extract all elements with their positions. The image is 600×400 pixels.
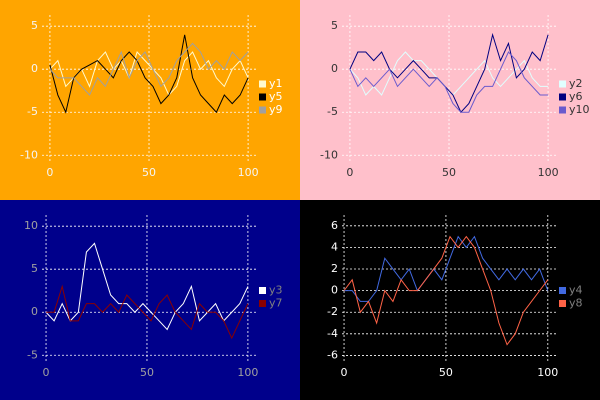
y-tick-label: -5 <box>27 348 38 361</box>
legend-swatch <box>559 287 566 294</box>
line <box>344 235 549 302</box>
line <box>49 34 249 114</box>
x-tick-label: 100 <box>237 366 258 379</box>
legend-swatch <box>559 80 566 88</box>
y-tick-label: 5 <box>331 19 338 32</box>
legend-swatch <box>259 287 266 294</box>
x-tick-label: 100 <box>537 366 558 379</box>
subplot-background <box>0 200 300 400</box>
line <box>49 42 249 96</box>
y-tick-label: -5 <box>327 105 338 118</box>
x-tick-label: 50 <box>142 166 156 179</box>
legend-swatch <box>559 93 566 101</box>
legend-swatch <box>559 106 566 114</box>
legend-swatch <box>259 80 266 88</box>
legend-label: y6 <box>569 90 583 103</box>
y-tick-label: 10 <box>24 219 38 232</box>
y-tick-label: -10 <box>20 148 38 161</box>
x-tick-label: 0 <box>43 366 50 379</box>
line <box>45 242 249 331</box>
line <box>46 284 249 340</box>
y-tick-label: 0 <box>31 305 38 318</box>
y-tick-label: -4 <box>327 327 338 340</box>
y-tick-label: 0 <box>331 284 338 297</box>
y-tick-label: -10 <box>320 148 338 161</box>
legend-label: y10 <box>569 103 590 116</box>
legend-label: y5 <box>269 90 283 103</box>
y-tick-label: 6 <box>331 219 338 232</box>
line <box>343 235 549 346</box>
y-tick-label: -2 <box>327 305 338 318</box>
x-tick-label: 0 <box>346 166 353 179</box>
legend-label: y2 <box>569 77 583 90</box>
subplot-background <box>300 200 600 400</box>
legend-label: y4 <box>569 284 583 297</box>
legend-swatch <box>259 106 266 114</box>
legend-label: y1 <box>269 77 283 90</box>
y-tick-label: -6 <box>327 348 338 361</box>
y-tick-label: 5 <box>31 19 38 32</box>
y-tick-label: 0 <box>331 62 338 75</box>
legend-label: y7 <box>269 297 283 310</box>
x-tick-label: 0 <box>46 166 53 179</box>
x-tick-label: 0 <box>341 366 348 379</box>
line <box>49 51 249 96</box>
legend-label: y8 <box>569 297 583 310</box>
line <box>349 32 549 114</box>
legend-label: y9 <box>269 103 283 116</box>
x-tick-label: 100 <box>538 166 559 179</box>
legend-label: y3 <box>269 284 283 297</box>
legend-swatch <box>259 93 266 101</box>
x-tick-label: 100 <box>238 166 259 179</box>
legend-swatch <box>259 300 266 307</box>
x-tick-label: 50 <box>439 366 453 379</box>
x-tick-label: 50 <box>442 166 456 179</box>
y-tick-label: 5 <box>31 262 38 275</box>
line <box>349 51 549 113</box>
legend-swatch <box>559 300 566 307</box>
x-tick-label: 50 <box>140 366 154 379</box>
y-tick-label: 4 <box>331 240 338 253</box>
y-tick-label: 0 <box>31 62 38 75</box>
y-tick-label: -5 <box>27 105 38 118</box>
y-tick-label: 2 <box>331 262 338 275</box>
